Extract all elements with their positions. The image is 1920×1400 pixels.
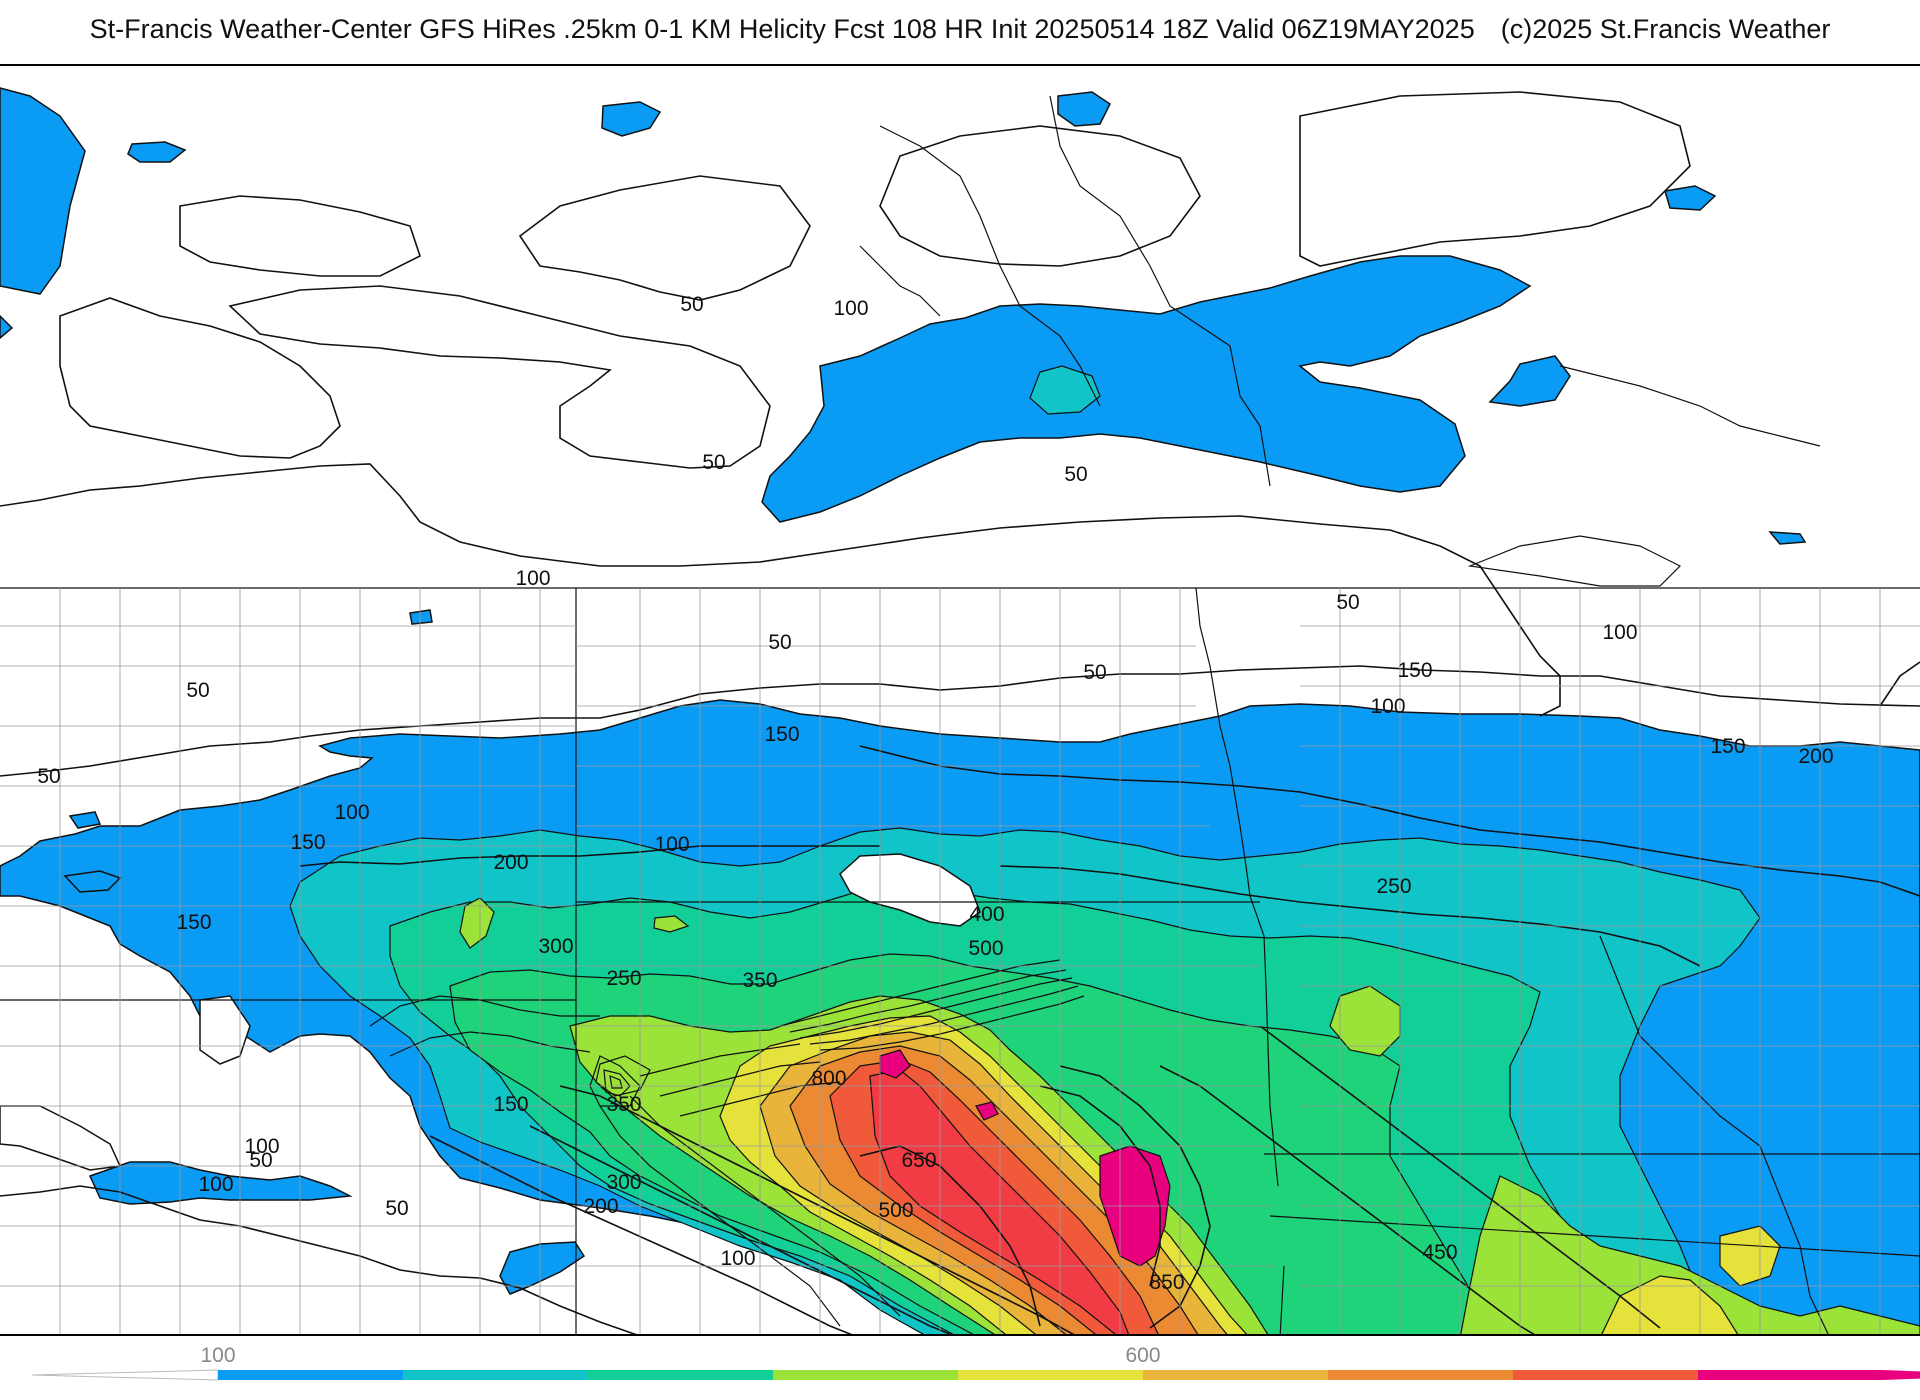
contour-label: 150 xyxy=(1710,735,1745,758)
contour-label: 50 xyxy=(1083,661,1106,684)
contour-label: 150 xyxy=(290,831,325,854)
contour-label: 100 xyxy=(1370,695,1405,718)
contour-label: 50 xyxy=(1064,463,1087,486)
contour-label: 200 xyxy=(583,1195,618,1218)
colorbar-segment xyxy=(958,1370,1143,1380)
colorbar-segment xyxy=(218,1370,403,1380)
contour-label: 100 xyxy=(244,1135,279,1158)
contour-label: 350 xyxy=(742,969,777,992)
colorbar-tick-600: 600 xyxy=(1125,1344,1161,1367)
contour-label: 800 xyxy=(811,1067,846,1090)
contour-label: 100 xyxy=(720,1247,755,1270)
fill-red-regions xyxy=(869,1069,1130,1334)
chart-title: St-Francis Weather-Center GFS HiRes .25k… xyxy=(0,14,1920,54)
contour-label: 150 xyxy=(764,723,799,746)
contour-label: 300 xyxy=(538,935,573,958)
contour-label: 850 xyxy=(1149,1271,1184,1294)
contour-label: 100 xyxy=(833,297,868,320)
contour-label: 150 xyxy=(176,911,211,934)
contour-label: 400 xyxy=(969,903,1004,926)
contour-label: 150 xyxy=(493,1093,528,1116)
contour-label: 50 xyxy=(385,1197,408,1220)
contour-label: 100 xyxy=(654,833,689,856)
weather-map[interactable]: 50 50 50 100 50 100 150 50 50 50 50 150 100 100 150 200… xyxy=(0,64,1920,1336)
contour-label: 650 xyxy=(901,1149,936,1172)
copyright-text: (c)2025 St.Francis Weather xyxy=(1500,14,1831,44)
contour-label: 50 xyxy=(702,451,725,474)
contour-label: 50 xyxy=(37,765,60,788)
contour-label: 100 xyxy=(1602,621,1637,644)
contour-label: 500 xyxy=(968,937,1003,960)
colorbar-tick-100: 100 xyxy=(200,1344,236,1367)
contour-label: 350 xyxy=(606,1093,641,1116)
county-borders xyxy=(0,588,1920,1334)
contour-label: 300 xyxy=(606,1171,641,1194)
contour-label: 150 xyxy=(1397,659,1432,682)
contour-label: 250 xyxy=(606,967,641,990)
colorbar-tip-left xyxy=(31,1369,219,1381)
title-text: St-Francis Weather-Center GFS HiRes .25k… xyxy=(89,14,1475,44)
contour-label: 250 xyxy=(1376,875,1411,898)
contour-label: 500 xyxy=(878,1199,913,1222)
colorbar-segment xyxy=(1328,1370,1513,1380)
contour-label: 100 xyxy=(334,801,369,824)
colorbar-segment xyxy=(1513,1370,1698,1380)
contour-label: 50 xyxy=(680,293,703,316)
colorbar-segments xyxy=(31,1369,1920,1381)
colorbar-segment xyxy=(1698,1370,1920,1380)
colorbar-segment xyxy=(773,1370,958,1380)
contour-label: 100 xyxy=(198,1173,233,1196)
colorbar-segment xyxy=(1143,1370,1328,1380)
colorbar-segment xyxy=(588,1370,773,1380)
contour-label: 200 xyxy=(493,851,528,874)
colorbar-segment xyxy=(403,1370,588,1380)
contour-label: 50 xyxy=(249,1149,272,1172)
colorbar xyxy=(31,1369,1920,1381)
contour-label: 100 xyxy=(515,567,550,590)
contour-label: 450 xyxy=(1422,1241,1457,1264)
contour-label: 50 xyxy=(186,679,209,702)
contour-label: 50 xyxy=(1336,591,1359,614)
contour-label: 200 xyxy=(1798,745,1833,768)
contour-label: 50 xyxy=(768,631,791,654)
